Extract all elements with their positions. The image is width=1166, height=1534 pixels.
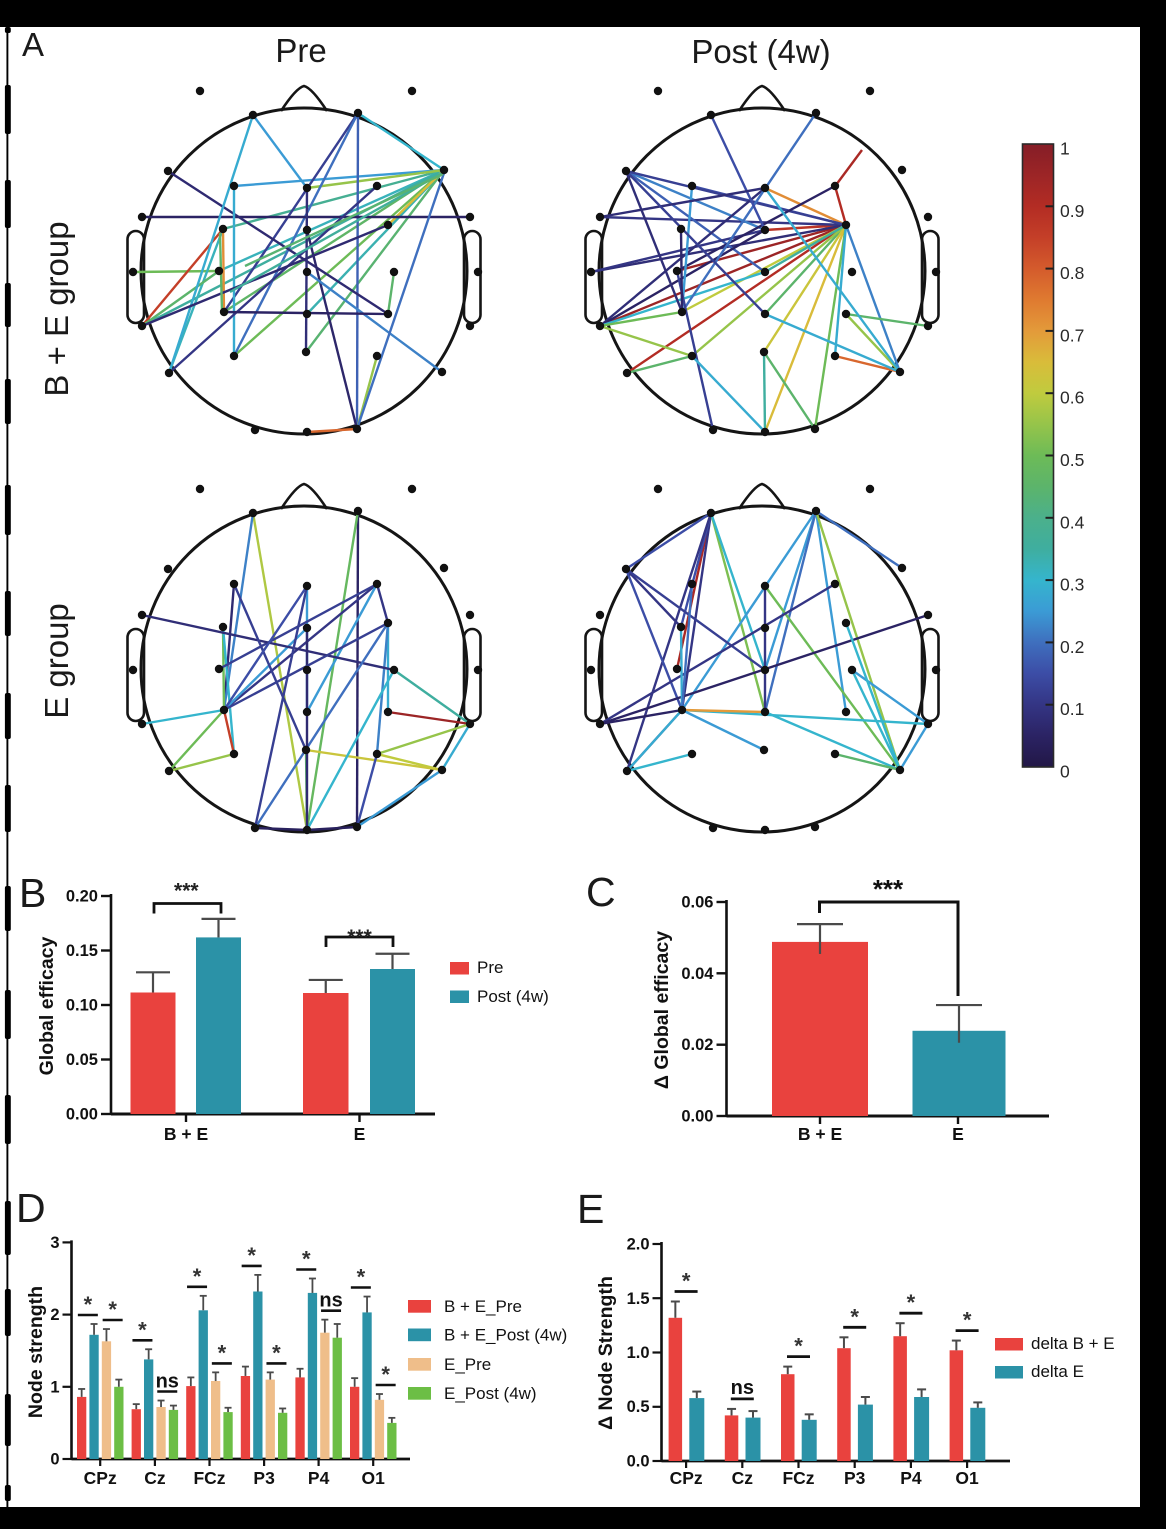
svg-text:1.0: 1.0 [627, 1344, 650, 1362]
svg-text:FCz: FCz [782, 1468, 814, 1488]
svg-text:B: B [19, 870, 46, 916]
svg-text:1: 1 [1060, 139, 1070, 159]
svg-text:E group: E group [38, 603, 75, 719]
svg-text:B + E: B + E [164, 1124, 208, 1144]
svg-text:*: * [794, 1334, 803, 1359]
svg-text:O1: O1 [362, 1468, 386, 1488]
svg-text:B + E_Pre: B + E_Pre [444, 1297, 522, 1316]
svg-text:0.2: 0.2 [1060, 637, 1084, 657]
svg-text:E_Pre: E_Pre [444, 1355, 491, 1374]
svg-text:0.0: 0.0 [627, 1453, 650, 1471]
svg-text:0: 0 [1060, 762, 1070, 782]
svg-text:1.5: 1.5 [627, 1290, 650, 1308]
svg-text:B + E group: B + E group [38, 221, 75, 396]
svg-text:FCz: FCz [193, 1468, 225, 1488]
svg-text:0.06: 0.06 [681, 894, 713, 912]
svg-text:delta B + E: delta B + E [1031, 1334, 1115, 1353]
svg-text:0.02: 0.02 [681, 1036, 713, 1054]
svg-text:*: * [84, 1292, 93, 1317]
svg-text:0.1: 0.1 [1060, 699, 1084, 719]
svg-text:A: A [22, 26, 44, 63]
svg-text:Cz: Cz [732, 1468, 754, 1488]
svg-text:O1: O1 [955, 1468, 979, 1488]
svg-text:0.15: 0.15 [66, 942, 98, 960]
svg-text:*: * [247, 1243, 256, 1268]
svg-text:2: 2 [50, 1306, 59, 1324]
svg-text:*: * [272, 1340, 281, 1365]
svg-text:Post (4w): Post (4w) [691, 33, 830, 70]
svg-text:Cz: Cz [144, 1468, 166, 1488]
svg-text:C: C [586, 869, 616, 915]
svg-text:0.00: 0.00 [66, 1106, 98, 1124]
svg-text:1: 1 [50, 1378, 59, 1396]
svg-text:Pre: Pre [477, 958, 503, 977]
svg-text:ns: ns [156, 1371, 179, 1393]
svg-text:ns: ns [319, 1290, 342, 1312]
svg-text:*: * [357, 1265, 366, 1290]
svg-text:P3: P3 [844, 1468, 866, 1488]
svg-text:E: E [577, 1186, 604, 1232]
svg-text:Global efficacy: Global efficacy [36, 936, 58, 1075]
svg-text:0.9: 0.9 [1060, 201, 1084, 221]
svg-text:0: 0 [50, 1451, 59, 1469]
svg-text:Δ Global efficacy: Δ Global efficacy [651, 931, 673, 1089]
svg-text:0.5: 0.5 [1060, 450, 1084, 470]
svg-text:P3: P3 [253, 1468, 275, 1488]
svg-text:0.4: 0.4 [1060, 512, 1085, 532]
svg-text:***: *** [873, 874, 904, 904]
svg-text:0.5: 0.5 [627, 1398, 650, 1416]
svg-text:***: *** [174, 880, 199, 903]
svg-text:P4: P4 [308, 1468, 330, 1488]
svg-text:*: * [850, 1304, 859, 1329]
svg-text:0.6: 0.6 [1060, 388, 1084, 408]
svg-text:Δ Node Strength: Δ Node Strength [595, 1276, 617, 1430]
svg-text:Node strength: Node strength [25, 1286, 47, 1418]
svg-text:0.00: 0.00 [681, 1108, 713, 1126]
svg-text:*: * [138, 1317, 147, 1342]
svg-text:3: 3 [50, 1234, 59, 1252]
svg-text:*: * [302, 1247, 311, 1272]
svg-text:*: * [193, 1264, 202, 1289]
svg-text:0.20: 0.20 [66, 888, 98, 906]
svg-text:*: * [108, 1297, 117, 1322]
svg-text:0.7: 0.7 [1060, 325, 1084, 345]
svg-text:E_Post (4w): E_Post (4w) [444, 1384, 537, 1403]
svg-text:Post (4w): Post (4w) [477, 987, 549, 1006]
svg-text:*: * [218, 1340, 227, 1365]
svg-text:*: * [907, 1290, 916, 1315]
svg-text:delta E: delta E [1031, 1362, 1084, 1381]
svg-text:B + E_Post (4w): B + E_Post (4w) [444, 1326, 567, 1345]
svg-text:B + E: B + E [798, 1124, 842, 1144]
svg-text:*: * [682, 1269, 691, 1294]
svg-text:0.3: 0.3 [1060, 575, 1084, 595]
svg-text:P4: P4 [900, 1468, 922, 1488]
svg-text:0.04: 0.04 [681, 965, 714, 983]
svg-text:E: E [952, 1124, 964, 1144]
svg-text:*: * [381, 1362, 390, 1387]
svg-text:Pre: Pre [275, 32, 326, 69]
svg-text:E: E [354, 1124, 366, 1144]
svg-text:ns: ns [731, 1377, 754, 1399]
svg-text:D: D [16, 1185, 46, 1231]
svg-text:0.8: 0.8 [1060, 263, 1084, 283]
svg-text:2.0: 2.0 [627, 1236, 650, 1254]
svg-text:***: *** [347, 926, 372, 949]
svg-text:CPz: CPz [84, 1468, 117, 1488]
svg-text:*: * [963, 1308, 972, 1333]
svg-text:0.10: 0.10 [66, 997, 98, 1015]
svg-text:CPz: CPz [670, 1468, 703, 1488]
svg-text:0.05: 0.05 [66, 1051, 98, 1069]
